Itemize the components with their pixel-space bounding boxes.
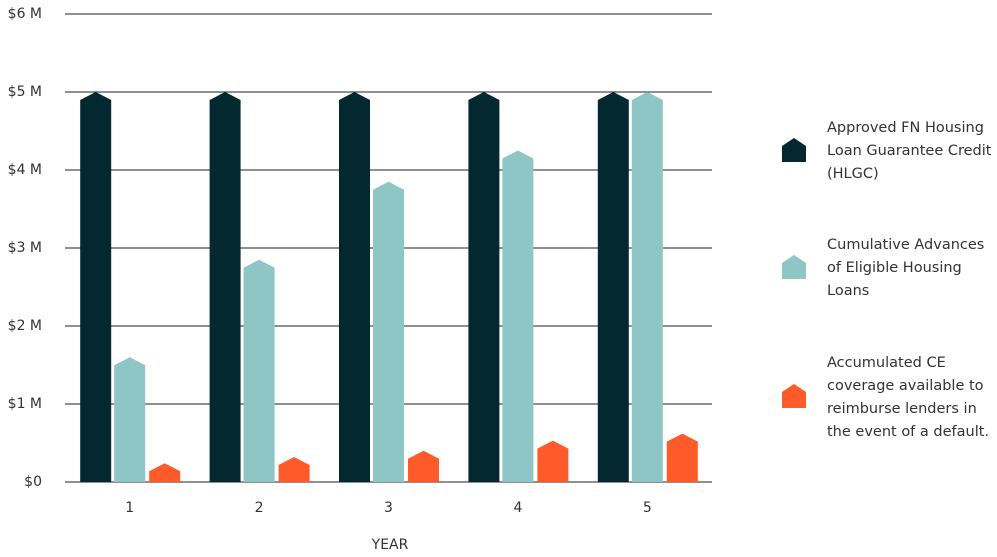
bar	[502, 150, 534, 482]
bar	[209, 92, 241, 482]
legend-label: Accumulated CE coverage available to rei…	[827, 355, 990, 440]
bar	[278, 457, 310, 482]
y-tick-label: $5 M	[8, 84, 42, 100]
bar	[339, 92, 370, 482]
bar	[666, 433, 698, 482]
bar	[114, 357, 146, 482]
legend-label: Approved FN Housing Loan Guarantee Credi…	[827, 120, 992, 182]
legend-icon	[782, 255, 806, 279]
bar	[80, 92, 112, 482]
bar	[597, 92, 629, 482]
y-tick-label: $4 M	[8, 162, 42, 178]
x-tick-label: 4	[513, 500, 522, 516]
x-tick-label: 1	[125, 500, 134, 516]
x-tick-label: 3	[384, 500, 393, 516]
bar	[537, 440, 569, 482]
y-tick-label: $2 M	[8, 318, 42, 334]
bar	[149, 463, 181, 482]
bar	[631, 92, 663, 482]
y-tick-label: $1 M	[8, 396, 42, 412]
bar	[373, 181, 404, 482]
y-tick-label: $0	[24, 474, 42, 490]
x-tick-label: 2	[255, 500, 264, 516]
y-tick-label: $6 M	[8, 6, 42, 22]
bar	[243, 259, 275, 482]
y-tick-label: $3 M	[8, 240, 42, 256]
bar	[468, 92, 500, 482]
x-tick-label: 5	[643, 500, 652, 516]
bar	[408, 450, 439, 482]
legend-label: Cumulative Advances of Eligible Housing …	[827, 237, 985, 299]
legend-icon	[782, 384, 806, 408]
x-axis-label: YEAR	[371, 537, 409, 553]
legend-icon	[782, 138, 806, 162]
